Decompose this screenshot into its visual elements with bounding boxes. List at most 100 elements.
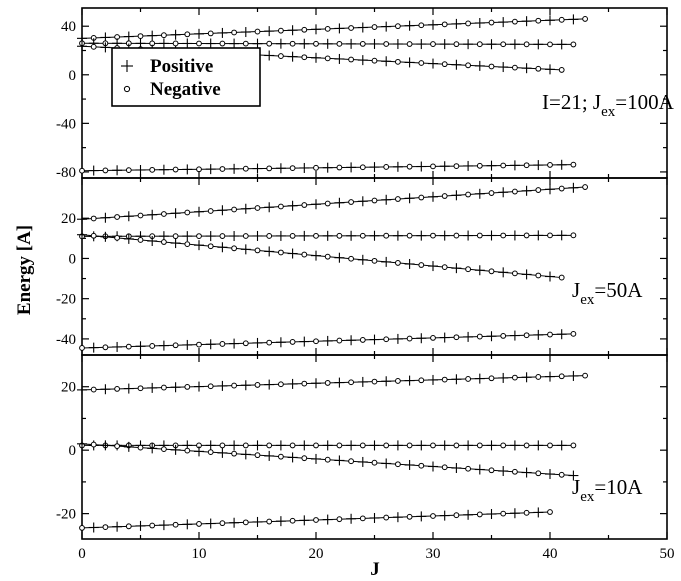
negative-point: [207, 449, 214, 456]
energy-band-3: [77, 438, 579, 481]
negative-point: [406, 442, 413, 449]
positive-point: [556, 230, 567, 241]
positive-point: [486, 509, 497, 520]
y-tick-label: -20: [56, 292, 76, 308]
positive-point: [474, 17, 485, 28]
positive-point: [182, 164, 193, 175]
positive-point: [381, 56, 392, 67]
negative-point: [172, 166, 179, 173]
legend-label: Positive: [150, 56, 213, 77]
negative-point: [395, 378, 401, 384]
negative-point: [348, 56, 355, 63]
positive-point: [205, 518, 216, 529]
negative-point: [336, 516, 343, 523]
positive-point: [205, 38, 216, 49]
positive-point: [170, 238, 181, 249]
positive-point: [252, 516, 263, 527]
negative-point: [242, 233, 249, 239]
positive-point: [509, 160, 520, 171]
positive-point: [463, 230, 474, 241]
negative-point: [313, 517, 319, 523]
positive-point: [545, 64, 555, 75]
positive-point: [240, 27, 251, 38]
negative-point: [476, 232, 483, 239]
positive-point: [264, 379, 275, 390]
positive-point: [182, 339, 193, 350]
negative-point: [231, 450, 238, 457]
negative-point: [465, 62, 472, 69]
positive-point: [416, 333, 427, 344]
negative-point: [324, 380, 331, 386]
positive-point: [381, 21, 392, 32]
negative-point: [441, 264, 448, 271]
positive-point: [369, 334, 380, 345]
x-tick-label: 10: [192, 546, 207, 562]
positive-point: [392, 440, 403, 451]
positive-point: [287, 378, 298, 389]
negative-point: [172, 521, 179, 528]
positive-point: [346, 38, 357, 49]
y-tick-label: 40: [61, 19, 76, 35]
positive-point: [299, 230, 310, 241]
negative-point: [278, 53, 284, 59]
positive-point: [205, 440, 216, 451]
negative-point: [512, 270, 518, 277]
negative-point: [558, 471, 565, 478]
y-tick-label: -80: [56, 165, 76, 181]
negative-point: [523, 442, 530, 449]
y-tick-label: -40: [56, 116, 76, 132]
negative-point: [558, 185, 565, 192]
negative-point: [547, 442, 553, 449]
negative-point: [231, 382, 238, 389]
negative-point: [406, 335, 413, 342]
positive-point: [229, 440, 240, 451]
negative-point: [523, 232, 530, 239]
panel-2: -40 -20 0 20 Jex=50A: [56, 177, 668, 356]
positive-point: [334, 53, 345, 64]
negative-point: [430, 335, 436, 341]
positive-point: [311, 250, 321, 261]
negative-point: [371, 459, 378, 466]
positive-point: [556, 159, 567, 170]
negative-point: [535, 374, 542, 380]
positive-point: [252, 38, 263, 49]
negative-point: [547, 41, 553, 48]
positive-point: [287, 25, 298, 36]
positive-point: [334, 455, 345, 466]
positive-point: [404, 375, 415, 386]
positive-point: [521, 372, 532, 383]
negative-point: [535, 65, 542, 72]
negative-point: [348, 25, 355, 31]
negative-point: [313, 442, 319, 449]
positive-point: [147, 235, 158, 246]
negative-point: [90, 43, 97, 50]
positive-point: [135, 164, 146, 175]
positive-point: [311, 52, 321, 63]
negative-point: [219, 341, 226, 347]
positive-point: [474, 464, 485, 475]
positive-point: [252, 440, 263, 451]
positive-point: [275, 230, 286, 241]
positive-point: [322, 440, 333, 451]
negative-point: [453, 163, 460, 169]
positive-point: [77, 384, 87, 395]
positive-point: [451, 18, 462, 29]
positive-point: [404, 193, 415, 204]
positive-point: [217, 27, 228, 38]
negative-point: [184, 209, 191, 216]
positive-point: [275, 38, 286, 49]
y-tick-label: -20: [56, 507, 76, 523]
positive-point: [100, 440, 111, 451]
positive-point: [77, 214, 87, 225]
positive-point: [194, 381, 204, 392]
positive-point: [357, 376, 368, 387]
positive-point: [545, 371, 555, 382]
positive-point: [428, 461, 438, 472]
negative-point: [231, 29, 238, 36]
negative-point: [231, 245, 238, 252]
positive-point: [77, 229, 87, 240]
positive-point: [392, 230, 403, 241]
negative-point: [465, 266, 472, 273]
positive-point: [568, 14, 579, 25]
positive-point: [194, 206, 204, 217]
